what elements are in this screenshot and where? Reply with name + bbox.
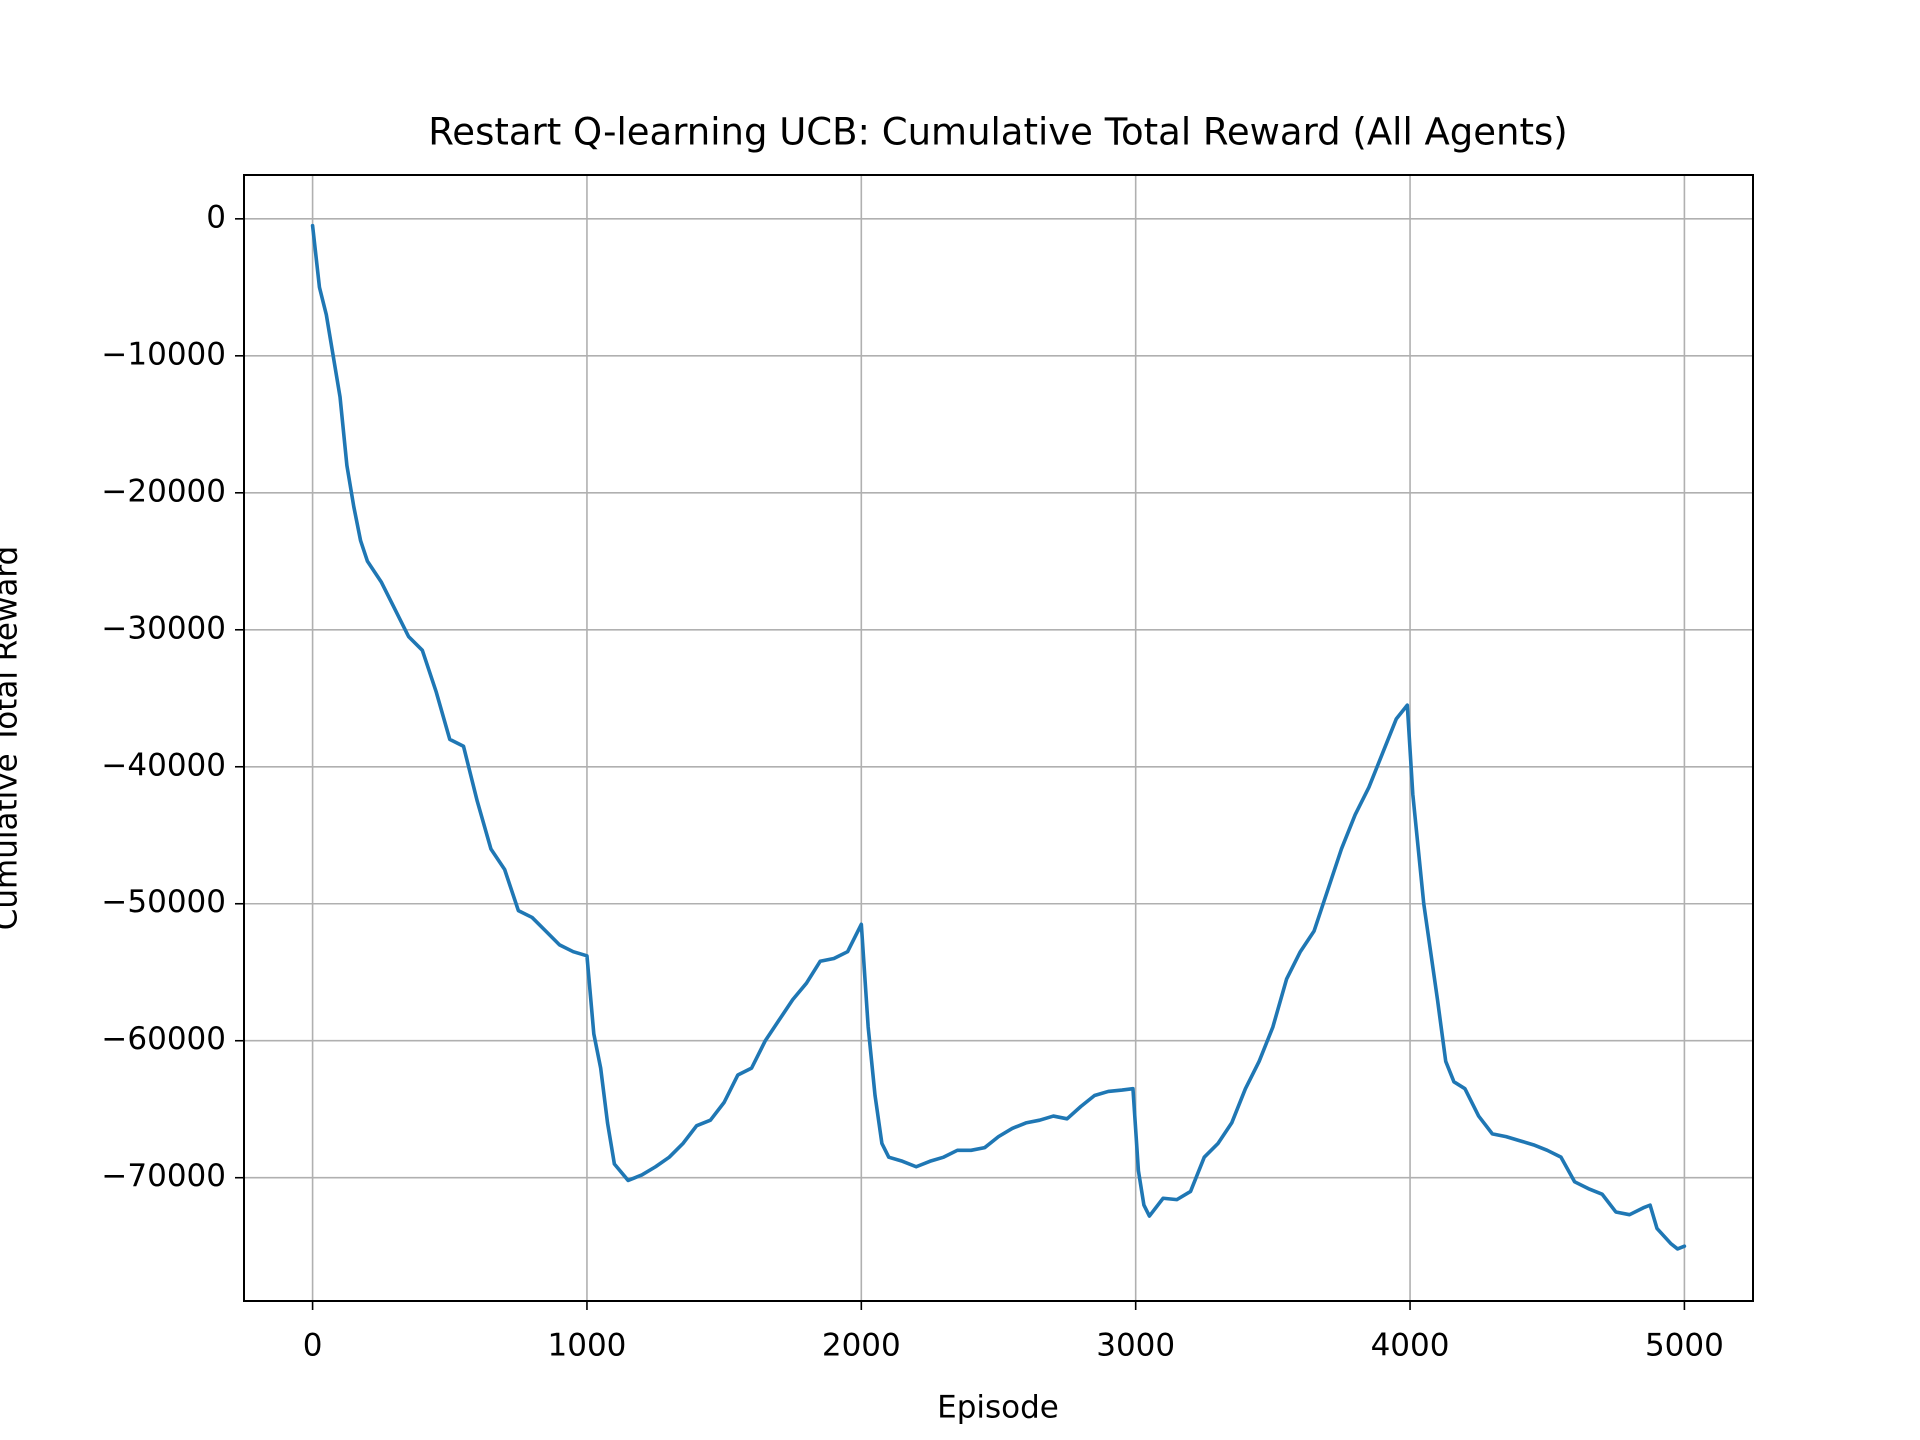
- x-axis-label: Episode: [937, 1390, 1059, 1426]
- y-tick-label: −30000: [101, 610, 226, 646]
- x-tick-label: 0: [303, 1328, 323, 1364]
- y-tick-label: −50000: [101, 884, 226, 920]
- y-axis-label: Cumulative Total Reward: [0, 546, 25, 931]
- data-line: [310, 223, 1687, 1251]
- x-tick-label: 4000: [1371, 1328, 1450, 1364]
- y-tick-label: 0: [206, 199, 226, 235]
- y-tick-label: −20000: [101, 473, 226, 509]
- y-tick-label: −40000: [101, 747, 226, 783]
- x-tick-label: 1000: [548, 1328, 627, 1364]
- y-tick-label: −60000: [101, 1021, 226, 1057]
- chart-title: Restart Q-learning UCB: Cumulative Total…: [428, 111, 1567, 154]
- y-tick-label: −70000: [101, 1158, 226, 1194]
- x-tick-label: 3000: [1096, 1328, 1175, 1364]
- plot: [310, 223, 1687, 1251]
- x-tick-label: 2000: [822, 1328, 901, 1364]
- grid: 0 1000 2000 3000 4000 5000 0 −10000 −20000 −30000…: [101, 175, 1753, 1364]
- y-tick-label: −10000: [101, 336, 226, 372]
- axes-frame: [243, 174, 1754, 1302]
- x-tick-label: 5000: [1645, 1328, 1724, 1364]
